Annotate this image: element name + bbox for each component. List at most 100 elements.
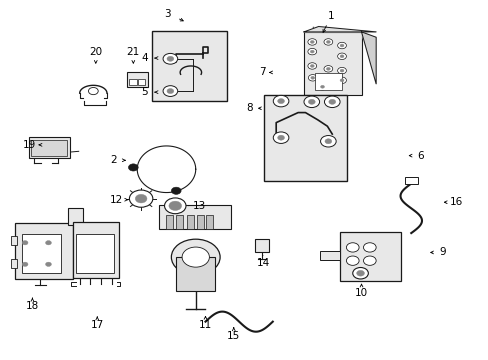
Text: 14: 14 [256, 258, 269, 268]
Bar [304, 32, 361, 95]
Bar [405, 177, 417, 184]
Circle shape [171, 187, 181, 194]
Text: 11: 11 [199, 320, 212, 330]
Text: 16: 16 [449, 197, 462, 207]
Bar [315, 73, 341, 90]
Text: 4: 4 [141, 53, 147, 63]
Circle shape [168, 201, 181, 211]
Bar [159, 205, 231, 229]
Circle shape [308, 99, 315, 104]
Circle shape [163, 86, 177, 96]
Circle shape [310, 76, 314, 79]
Circle shape [320, 85, 324, 88]
Text: 18: 18 [26, 301, 39, 311]
Circle shape [310, 41, 314, 43]
Text: 6: 6 [417, 150, 424, 161]
Text: 9: 9 [439, 247, 446, 257]
Circle shape [326, 67, 330, 70]
Bar [11, 259, 17, 268]
Bar [73, 222, 119, 278]
Circle shape [88, 87, 98, 95]
Circle shape [22, 240, 28, 245]
Circle shape [337, 53, 346, 59]
Circle shape [182, 247, 209, 267]
Bar [29, 137, 70, 158]
Bar [68, 208, 82, 225]
Circle shape [164, 198, 185, 214]
Circle shape [356, 270, 364, 276]
Bar [339, 231, 400, 281]
Circle shape [328, 99, 335, 104]
Bar [138, 79, 145, 85]
Text: 21: 21 [126, 46, 140, 57]
Bar [11, 236, 17, 245]
Bar [206, 215, 213, 229]
Circle shape [166, 56, 173, 61]
Circle shape [310, 50, 314, 53]
Bar [186, 215, 193, 229]
Text: 1: 1 [327, 11, 334, 21]
Circle shape [337, 67, 346, 74]
Circle shape [352, 267, 367, 279]
Bar [320, 251, 339, 260]
Text: 17: 17 [90, 320, 103, 330]
Text: 2: 2 [110, 155, 117, 165]
Circle shape [307, 63, 316, 69]
Circle shape [308, 75, 317, 81]
Circle shape [273, 132, 288, 143]
Circle shape [307, 48, 316, 55]
Circle shape [277, 99, 284, 104]
Polygon shape [304, 27, 375, 32]
Circle shape [363, 243, 375, 252]
Bar [264, 95, 346, 181]
Bar [255, 239, 268, 252]
Text: 8: 8 [245, 103, 252, 113]
Bar [76, 234, 114, 273]
Circle shape [307, 39, 316, 45]
Bar [176, 215, 183, 229]
Bar [15, 223, 73, 279]
Bar [129, 79, 137, 85]
Text: 5: 5 [141, 87, 147, 97]
Circle shape [304, 96, 319, 108]
Text: 7: 7 [258, 67, 265, 77]
Circle shape [22, 262, 28, 266]
Circle shape [45, 240, 51, 245]
Circle shape [326, 41, 330, 43]
Circle shape [310, 64, 314, 67]
Text: 3: 3 [164, 9, 171, 19]
Circle shape [363, 256, 375, 265]
Circle shape [324, 96, 339, 108]
Text: 12: 12 [110, 195, 123, 205]
Circle shape [128, 164, 138, 171]
Circle shape [324, 66, 332, 72]
Circle shape [277, 135, 284, 140]
Circle shape [339, 79, 343, 82]
Bar [22, 234, 61, 273]
Circle shape [171, 239, 220, 275]
Circle shape [318, 84, 326, 90]
Polygon shape [361, 32, 375, 84]
Text: 19: 19 [22, 140, 36, 150]
Circle shape [45, 262, 51, 266]
Circle shape [339, 55, 343, 58]
Circle shape [325, 139, 331, 144]
Circle shape [273, 95, 288, 107]
Circle shape [339, 44, 343, 47]
Circle shape [135, 194, 147, 203]
Bar [152, 31, 227, 101]
Circle shape [346, 256, 358, 265]
Circle shape [337, 77, 346, 84]
Circle shape [346, 243, 358, 252]
Text: 15: 15 [227, 331, 240, 341]
Bar [166, 215, 173, 229]
Circle shape [166, 89, 173, 94]
Circle shape [337, 42, 346, 49]
Text: 13: 13 [193, 201, 206, 211]
Circle shape [163, 53, 177, 64]
Bar [31, 140, 66, 156]
Bar [196, 215, 203, 229]
Circle shape [324, 39, 332, 45]
Circle shape [320, 135, 335, 147]
Circle shape [339, 69, 343, 72]
